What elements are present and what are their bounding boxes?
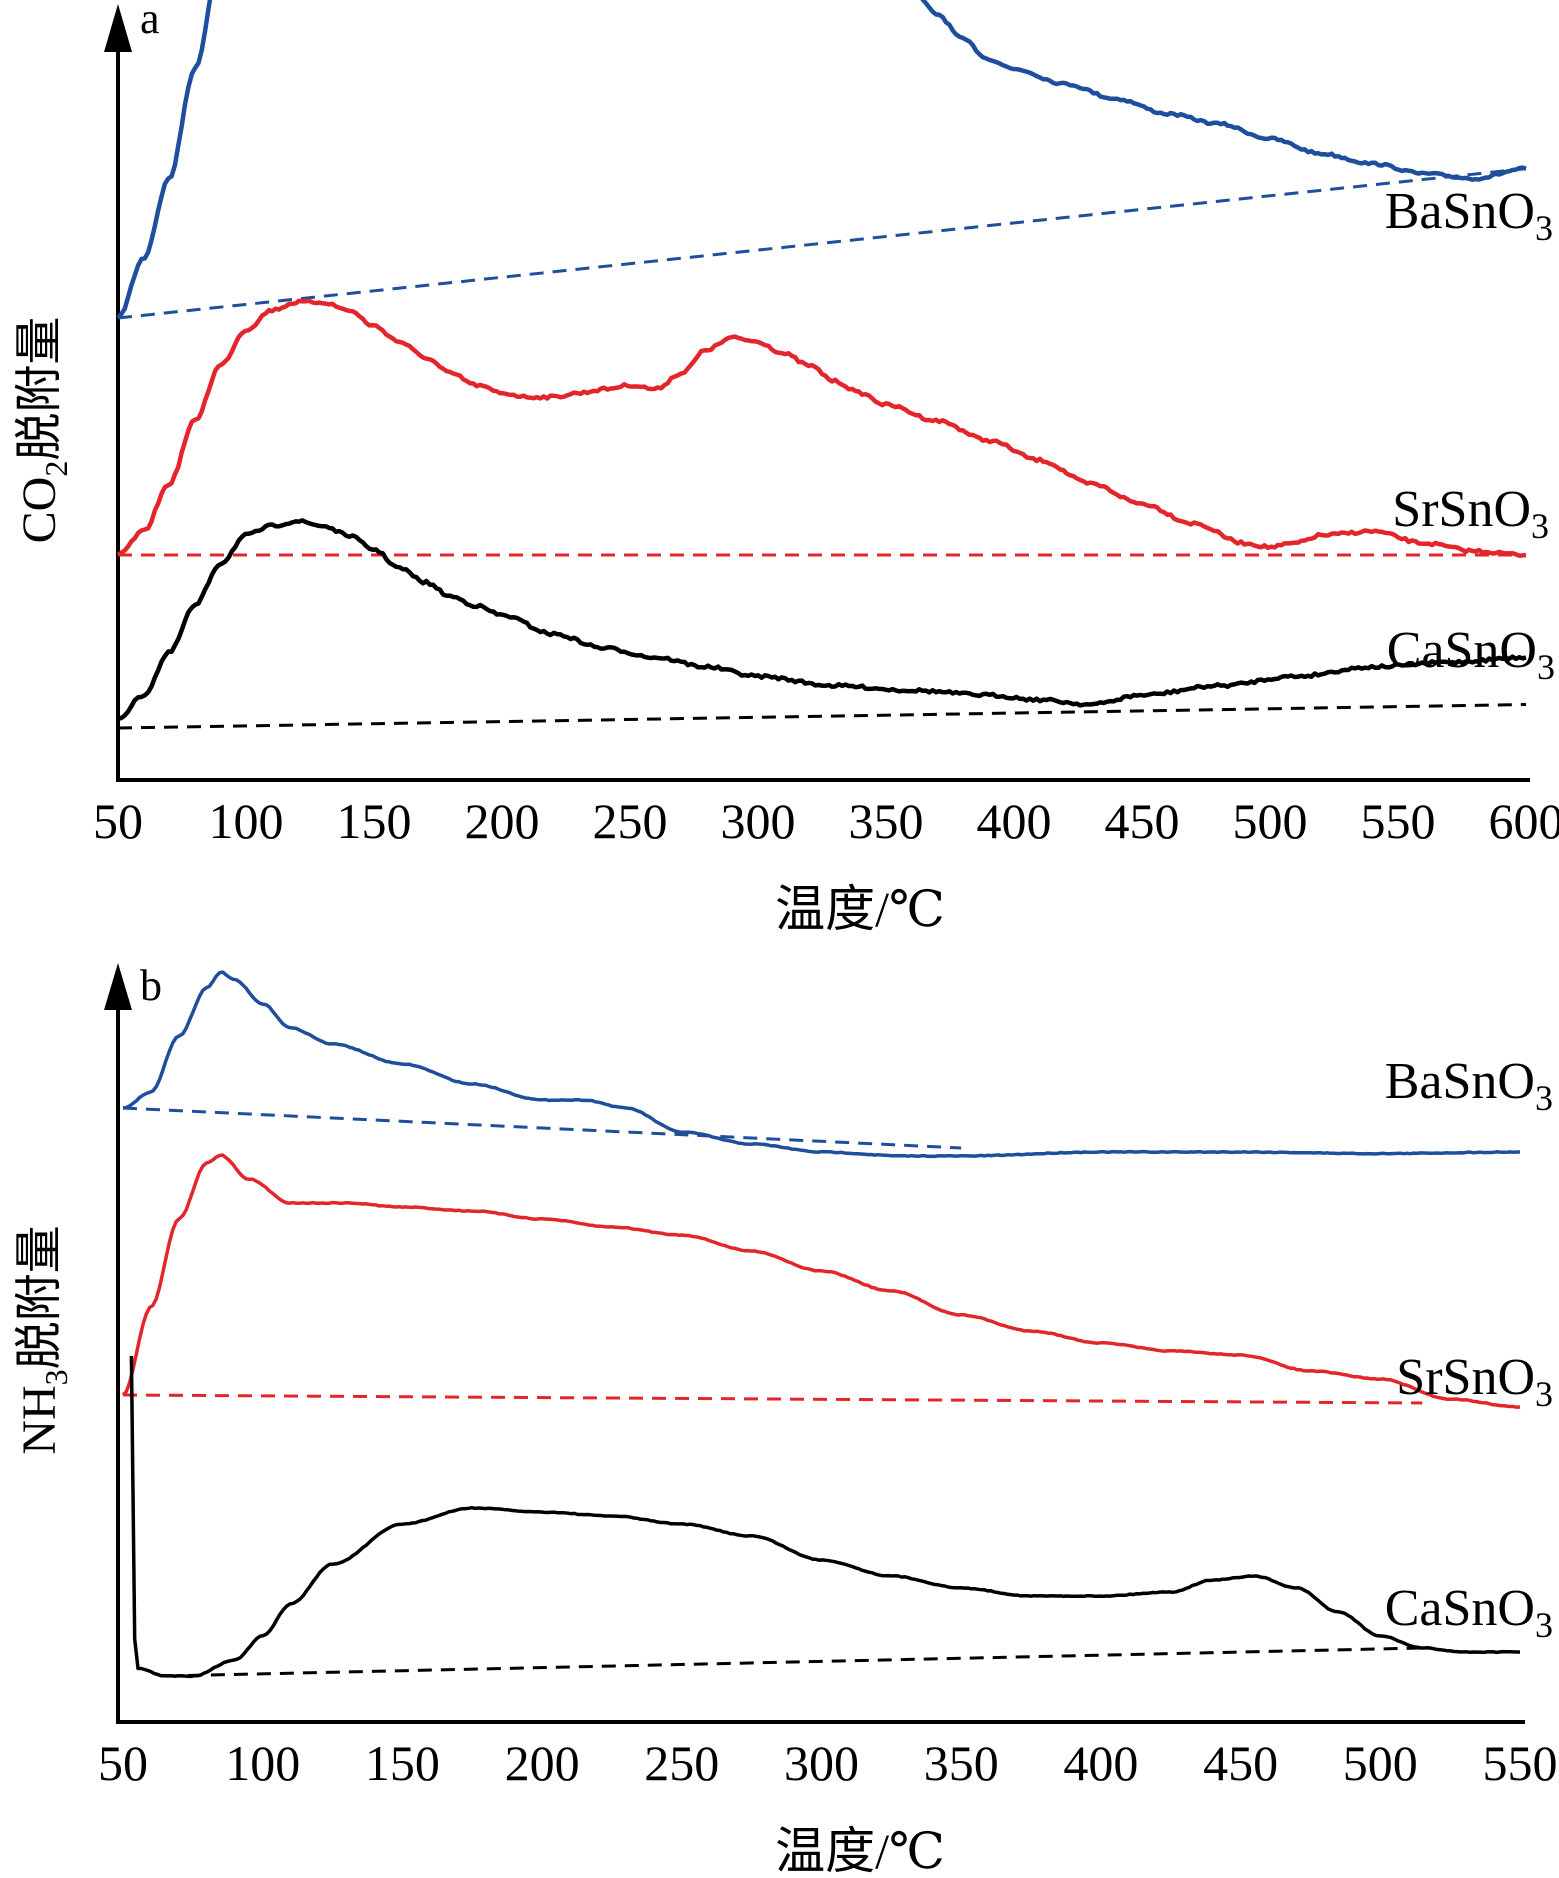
x-tick-label: 550 [1483, 1735, 1558, 1791]
panel-a-y-axis-arrow [104, 4, 132, 52]
x-tick-label: 50 [98, 1735, 148, 1791]
series-label-basno3: BaSnO3 [1385, 1053, 1553, 1118]
panel-a-x-axis-label: 温度/℃ [775, 881, 945, 937]
x-tick-label: 450 [1203, 1735, 1278, 1791]
series-label-basno3: BaSnO3 [1385, 183, 1553, 248]
x-tick-label: 50 [93, 793, 143, 849]
x-tick-label: 100 [225, 1735, 300, 1791]
panel-b-y-axis-label: NH3脱附量 [13, 1225, 74, 1454]
panel-b-y-axis-arrow [104, 963, 132, 1010]
baseline-basno3 [122, 1106, 962, 1150]
series-line-srsno3 [116, 298, 1527, 558]
x-tick-label: 450 [1105, 793, 1180, 849]
panel-a-label: a [140, 0, 160, 43]
x-tick-label: 350 [849, 793, 924, 849]
panel-b-label: b [140, 961, 162, 1010]
x-tick-label: 250 [593, 793, 668, 849]
x-tick-label: 500 [1233, 793, 1308, 849]
panel-a-tick-labels: 50 100 150 200 250 300 350 400 450 500 550 600 [93, 793, 1559, 849]
panel-b-axes [104, 963, 1525, 1724]
series-label-srsno3: SrSnO3 [1392, 481, 1549, 546]
panel-b: b NH3脱附量 50 100 150 200 250 300 350 400 450 500 55… [13, 961, 1558, 1878]
series-label-casno3: CaSnO3 [1387, 622, 1555, 687]
panel-a-series: BaSnO3 SrSnO3 CaSnO3 [116, 0, 1555, 730]
panel-a-y-axis-label: CO2脱附量 [13, 317, 74, 544]
x-tick-label: 400 [977, 793, 1052, 849]
x-tick-label: 550 [1361, 793, 1436, 849]
x-tick-label: 200 [465, 793, 540, 849]
x-tick-label: 600 [1489, 793, 1559, 849]
baseline-casno3 [164, 1646, 1423, 1678]
x-tick-label: 250 [644, 1735, 719, 1791]
x-tick-label: 150 [337, 793, 412, 849]
x-tick-label: 150 [365, 1735, 440, 1791]
x-tick-label: 300 [721, 793, 796, 849]
baseline-basno3 [117, 167, 1527, 320]
panel-b-tick-labels: 50 100 150 200 250 300 350 400 450 500 550 [98, 1735, 1558, 1791]
x-tick-label: 500 [1343, 1735, 1418, 1791]
x-tick-label: 200 [505, 1735, 580, 1791]
panel-b-series: BaSnO3 SrSnO3 CaSnO3 [121, 970, 1553, 1679]
baseline-srsno3 [122, 1393, 1423, 1405]
panel-b-x-axis-label: 温度/℃ [775, 1823, 945, 1878]
series-line-casno3 [129, 1355, 1520, 1679]
series-line-basno3 [116, 0, 1527, 320]
series-line-casno3 [117, 518, 1527, 721]
x-tick-label: 300 [784, 1735, 859, 1791]
series-line-basno3 [122, 970, 1520, 1159]
x-tick-label: 400 [1063, 1735, 1138, 1791]
baseline-casno3 [117, 703, 1527, 730]
series-label-srsno3: SrSnO3 [1396, 1349, 1553, 1414]
panel-a: a CO2脱附量 50 100 150 200 250 300 350 400 450 500 55… [13, 0, 1559, 937]
series-label-casno3: CaSnO3 [1385, 1580, 1553, 1645]
x-tick-label: 350 [924, 1735, 999, 1791]
panel-a-axes [104, 4, 1530, 782]
series-line-srsno3 [121, 1153, 1521, 1409]
x-tick-label: 100 [209, 793, 284, 849]
